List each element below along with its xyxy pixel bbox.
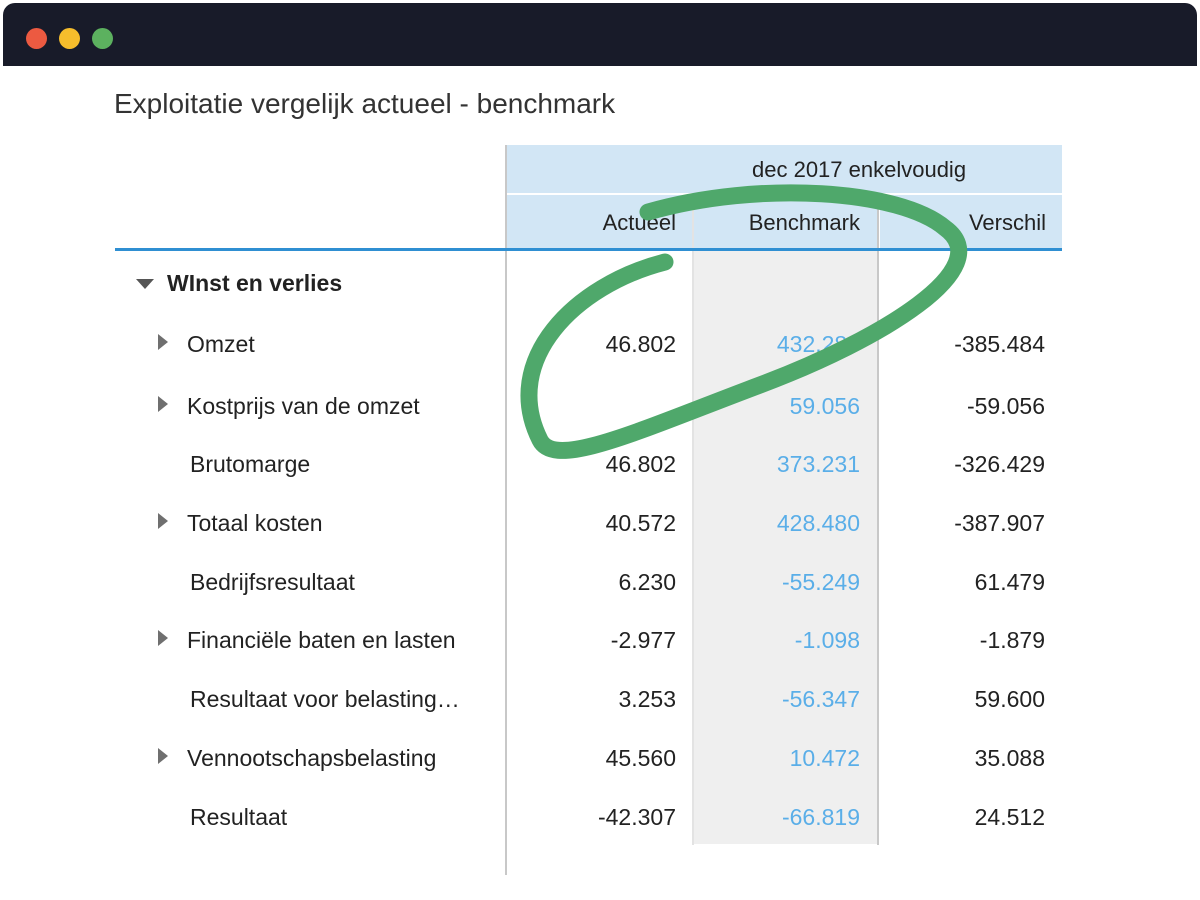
expand-caret-icon[interactable] xyxy=(158,630,168,646)
row-label: Brutomarge xyxy=(190,451,311,477)
table-row[interactable]: Vennootschapsbelasting 45.560 10.472 35.088 xyxy=(0,738,1200,778)
benchmark-value: 59.056 xyxy=(789,393,860,419)
column-header-actual-label: Actueel xyxy=(602,210,676,235)
difference-value: 35.088 xyxy=(974,745,1045,771)
row-label: Resultaat xyxy=(190,804,288,830)
minimize-window-button[interactable] xyxy=(59,28,80,49)
benchmark-value: 432.286 xyxy=(776,331,860,357)
difference-value: -387.907 xyxy=(954,510,1045,536)
row-label: Financiële baten en lasten xyxy=(187,627,456,653)
column-header-difference[interactable]: Verschil xyxy=(880,195,1062,248)
table-row[interactable]: Kostprijs van de omzet 59.056 -59.056 xyxy=(0,386,1200,426)
column-header-difference-label: Verschil xyxy=(968,210,1046,235)
group-label: WInst en verlies xyxy=(167,270,343,296)
column-header-benchmark-label: Benchmark xyxy=(748,210,860,235)
difference-value: 59.600 xyxy=(974,686,1045,712)
expand-caret-icon[interactable] xyxy=(158,334,168,350)
group-row-winst-en-verlies[interactable]: WInst en verlies xyxy=(0,263,1200,303)
table-row[interactable]: Resultaat -42.307 -66.819 24.512 xyxy=(0,797,1200,837)
actual-value: 40.572 xyxy=(605,510,676,536)
actual-value: 46.802 xyxy=(605,331,676,357)
column-header-actual[interactable]: Actueel xyxy=(507,195,692,248)
expand-caret-icon[interactable] xyxy=(158,748,168,764)
actual-value: 45.560 xyxy=(605,745,676,771)
column-divider xyxy=(692,195,694,845)
table-row[interactable]: Omzet 46.802 432.286 -385.484 xyxy=(0,324,1200,364)
column-divider xyxy=(505,145,507,875)
benchmark-value: -55.249 xyxy=(781,569,860,595)
difference-value: 61.479 xyxy=(974,569,1045,595)
close-window-button[interactable] xyxy=(26,28,47,49)
row-label: Bedrijfsresultaat xyxy=(190,569,355,595)
expand-caret-icon[interactable] xyxy=(158,513,168,529)
table-row[interactable]: Totaal kosten 40.572 428.480 -387.907 xyxy=(0,503,1200,543)
benchmark-value: -56.347 xyxy=(781,686,860,712)
benchmark-value: -1.098 xyxy=(794,627,860,653)
actual-value: 6.230 xyxy=(618,569,676,595)
period-header: dec 2017 enkelvoudig xyxy=(507,145,1062,195)
actual-value: -42.307 xyxy=(597,804,676,830)
actual-value: -2.977 xyxy=(610,627,676,653)
expand-caret-icon[interactable] xyxy=(158,396,168,412)
column-header-benchmark[interactable]: Benchmark xyxy=(694,195,878,248)
table-row[interactable]: Bedrijfsresultaat 6.230 -55.249 61.479 xyxy=(0,562,1200,602)
benchmark-value: -66.819 xyxy=(781,804,860,830)
difference-value: -385.484 xyxy=(954,331,1045,357)
benchmark-value: 10.472 xyxy=(789,745,860,771)
window-titlebar xyxy=(3,3,1197,66)
row-label: Resultaat voor belasting… xyxy=(190,686,460,712)
table-row[interactable]: Financiële baten en lasten -2.977 -1.098 -1… xyxy=(0,620,1200,660)
difference-value: 24.512 xyxy=(974,804,1045,830)
header-underline xyxy=(115,248,1062,251)
row-label: Vennootschapsbelasting xyxy=(187,745,437,771)
table-row[interactable]: Resultaat voor belasting… 3.253 -56.347 59.… xyxy=(0,679,1200,719)
difference-value: -59.056 xyxy=(966,393,1045,419)
row-label: Totaal kosten xyxy=(187,510,323,536)
actual-value: 46.802 xyxy=(605,451,676,477)
collapse-caret-icon[interactable] xyxy=(136,279,154,289)
benchmark-value: 373.231 xyxy=(776,451,860,477)
difference-value: -326.429 xyxy=(954,451,1045,477)
difference-value: -1.879 xyxy=(979,627,1045,653)
maximize-window-button[interactable] xyxy=(92,28,113,49)
benchmark-value: 428.480 xyxy=(776,510,860,536)
column-divider xyxy=(877,195,879,845)
row-label: Kostprijs van de omzet xyxy=(187,393,420,419)
report-title: Exploitatie vergelijk actueel - benchmar… xyxy=(114,88,616,119)
period-header-label: dec 2017 enkelvoudig xyxy=(752,157,967,182)
actual-value: 3.253 xyxy=(618,686,676,712)
row-label: Omzet xyxy=(187,331,255,357)
table-row[interactable]: Brutomarge 46.802 373.231 -326.429 xyxy=(0,444,1200,484)
